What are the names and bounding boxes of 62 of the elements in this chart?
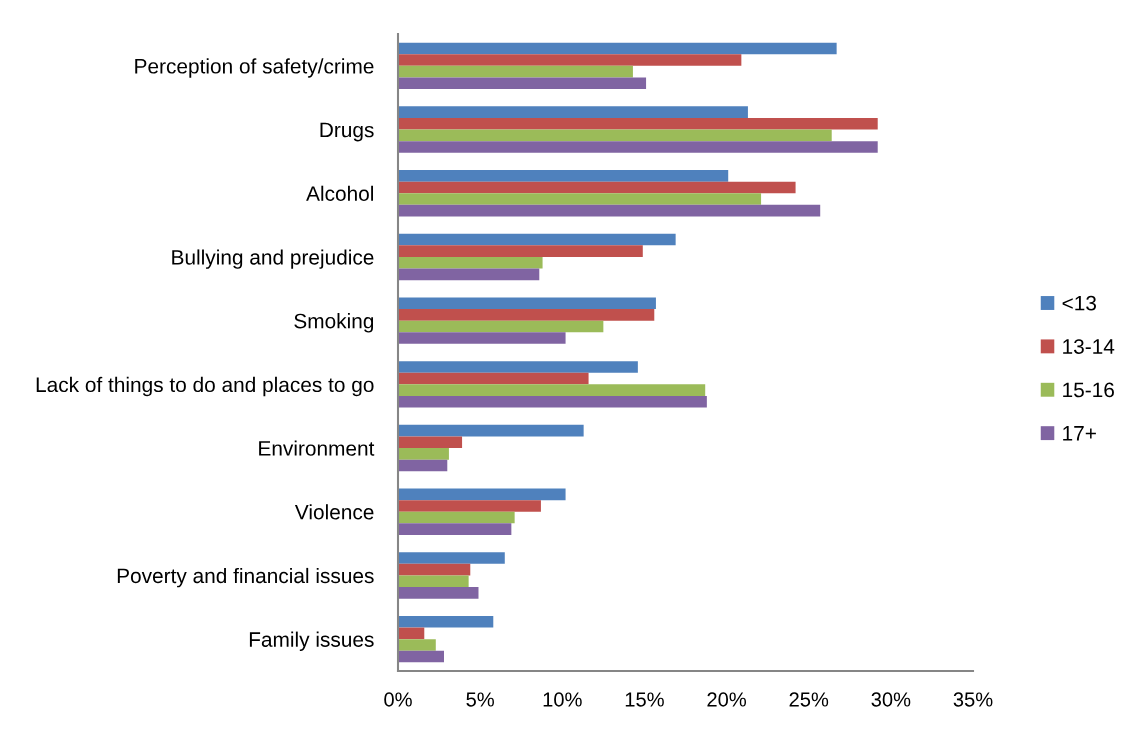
x-tick-label: 5% <box>466 692 494 707</box>
y-tick-label: Lack of things to do and places to go <box>36 376 374 397</box>
bar <box>398 552 505 564</box>
bar <box>398 500 541 512</box>
x-tick-label: 15% <box>625 692 664 707</box>
bar <box>398 106 748 118</box>
bar <box>398 77 647 90</box>
bar <box>398 141 878 153</box>
bar <box>398 627 425 640</box>
y-tick-label: Violence <box>294 504 374 520</box>
bar <box>398 395 707 408</box>
bar <box>398 170 729 182</box>
bar <box>398 256 543 269</box>
bar <box>398 204 821 217</box>
bar <box>398 372 589 385</box>
bar <box>398 587 479 599</box>
bar <box>398 384 706 396</box>
legend-label: 17+ <box>1063 426 1096 441</box>
x-tick-label: 25% <box>789 692 829 707</box>
x-tick-label: 30% <box>871 692 911 707</box>
bar <box>398 511 515 524</box>
bar <box>398 117 878 130</box>
legend-label: 13-14 <box>1063 339 1115 354</box>
bar <box>398 563 471 576</box>
x-tick-label: 0% <box>384 692 412 707</box>
legend-label: 15-16 <box>1063 382 1114 398</box>
bar <box>398 65 633 78</box>
bar <box>398 245 643 257</box>
y-tick-label: Family issues <box>249 631 374 652</box>
bar <box>398 309 655 321</box>
bar <box>398 193 762 205</box>
x-tick-label: 20% <box>707 692 747 707</box>
bar <box>398 181 796 194</box>
y-tick-label: Environment <box>259 440 375 456</box>
y-tick-label: Bullying and prejudice <box>172 249 374 269</box>
bar <box>398 233 676 246</box>
y-tick-label: Alcohol <box>306 185 373 201</box>
bar <box>398 320 604 333</box>
y-tick-label: Perception of safety/crime <box>135 58 374 78</box>
bar <box>398 361 638 373</box>
bar <box>398 129 832 142</box>
bar <box>398 268 540 281</box>
x-tick-label: 10% <box>543 692 582 707</box>
bar <box>398 424 584 437</box>
bar <box>398 332 566 344</box>
bar <box>398 42 837 55</box>
bar <box>398 650 444 663</box>
bar <box>398 639 436 651</box>
bar <box>398 488 566 501</box>
y-tick-label: Smoking <box>294 313 374 333</box>
bar <box>398 436 463 449</box>
legend-label: <13 <box>1062 295 1097 311</box>
y-tick-label: Drugs <box>320 122 374 142</box>
bar <box>398 448 449 460</box>
bar <box>398 459 448 472</box>
bar <box>398 54 742 66</box>
y-tick-label: Poverty and financial issues <box>117 567 374 588</box>
bar <box>398 523 512 535</box>
bar <box>398 575 469 588</box>
bar <box>398 297 656 310</box>
bar <box>398 615 494 628</box>
x-tick-label: 35% <box>953 692 993 707</box>
